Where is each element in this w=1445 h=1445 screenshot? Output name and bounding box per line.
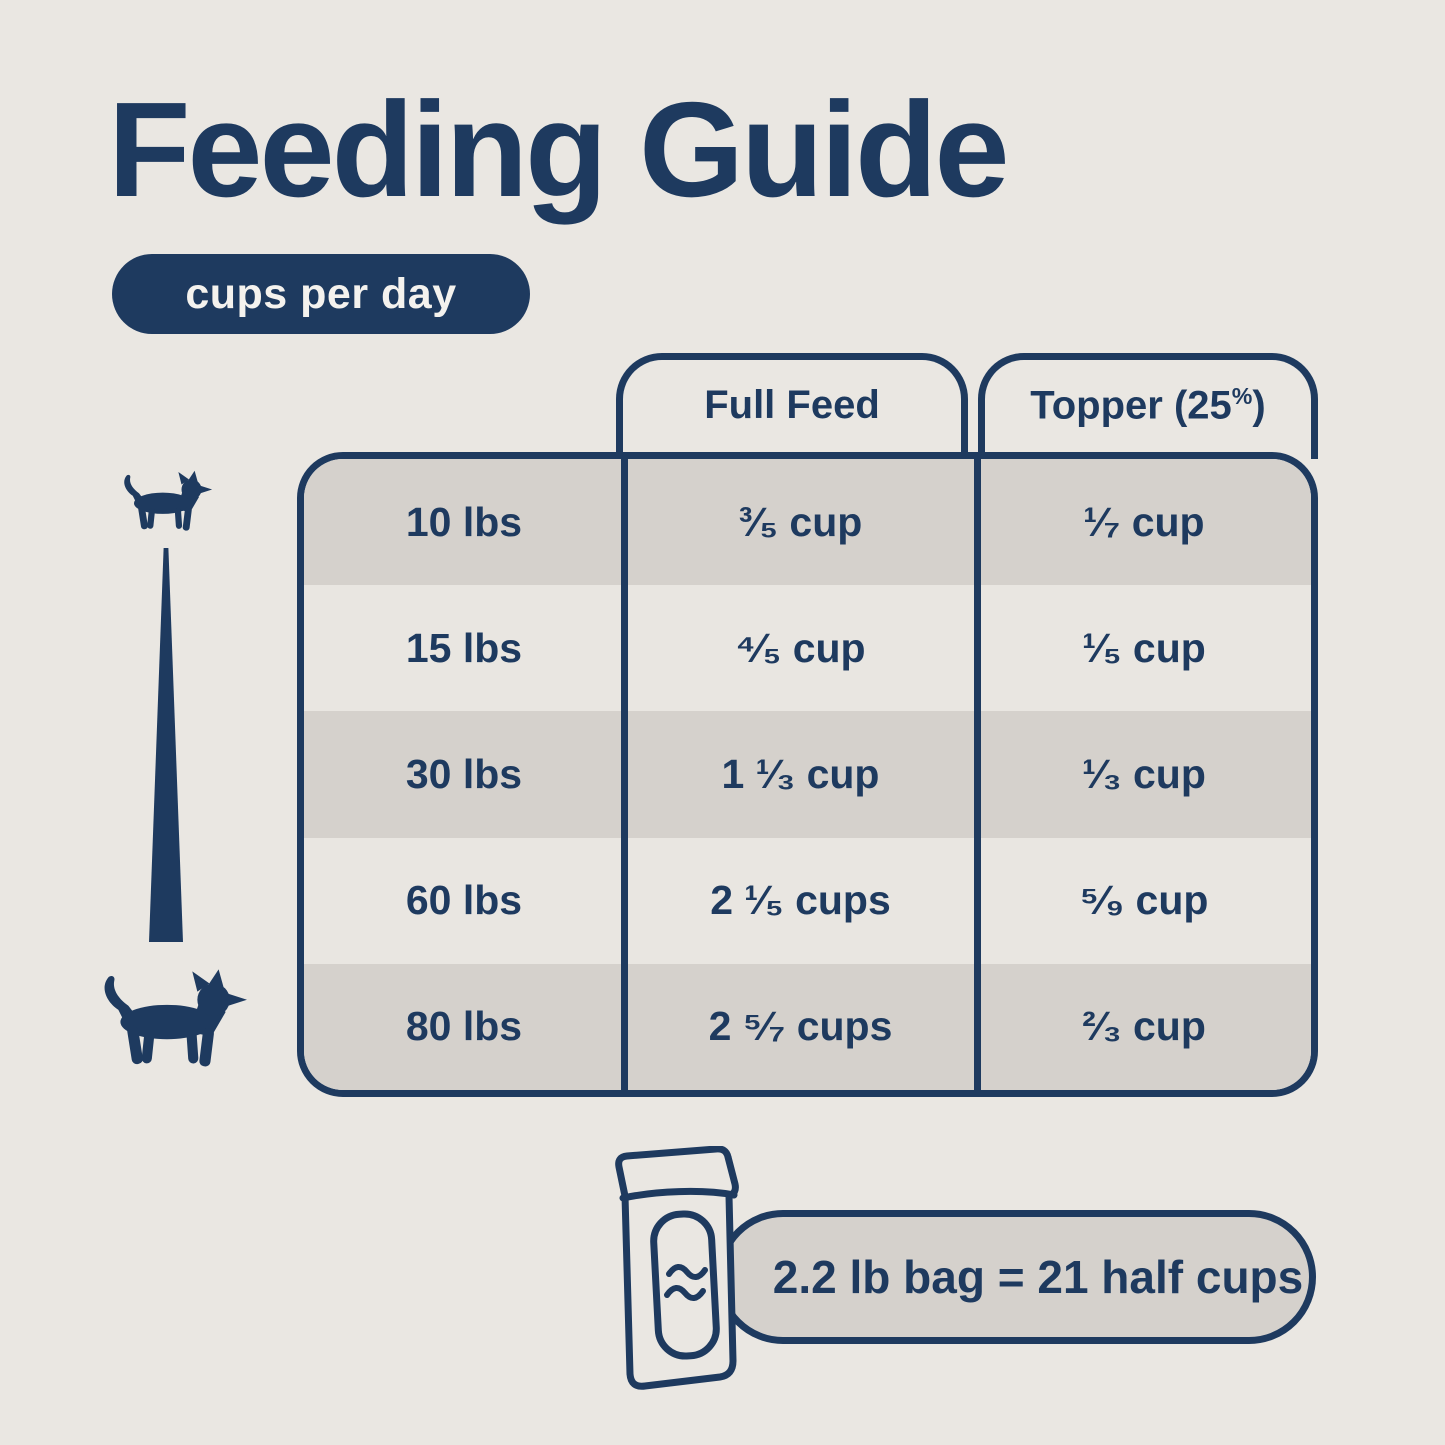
bag-yield-pill: 2.2 lb bag = 21 half cups xyxy=(716,1210,1316,1344)
column-divider xyxy=(621,459,628,1090)
table-row: 15 lbs ⁴⁄₅ cup ¹⁄₅ cup xyxy=(304,585,1311,712)
column-header-full-feed: Full Feed xyxy=(616,353,968,459)
topper-cell: ⁵⁄₉ cup xyxy=(1079,877,1209,924)
full-feed-cell: ⁴⁄₅ cup xyxy=(735,624,866,671)
column-header-topper: Topper (25%) xyxy=(978,353,1318,459)
big-dog-icon xyxy=(104,969,247,1067)
full-feed-label: Full Feed xyxy=(704,383,880,427)
size-scale-wedge xyxy=(149,548,183,942)
subtitle-pill: cups per day xyxy=(112,254,530,334)
weight-cell: 80 lbs xyxy=(405,1003,523,1050)
weight-cell: 60 lbs xyxy=(405,877,523,924)
feeding-table: 10 lbs ³⁄₅ cup ¹⁄₇ cup 15 lbs ⁴⁄₅ cup ¹⁄… xyxy=(297,452,1318,1097)
topper-cell: ²⁄₃ cup xyxy=(1082,1003,1206,1050)
column-divider xyxy=(974,459,981,1090)
topper-cell: ¹⁄₅ cup xyxy=(1082,624,1206,671)
subtitle-label: cups per day xyxy=(185,269,457,318)
dog-food-bag-icon xyxy=(615,1146,739,1390)
bag-yield-note: 2.2 lb bag = 21 half cups xyxy=(772,1251,1304,1303)
full-feed-cell: ³⁄₅ cup xyxy=(738,498,863,545)
full-feed-cell: 1 ¹⁄₃ cup xyxy=(721,751,880,797)
topper-cell: ¹⁄₃ cup xyxy=(1082,751,1206,797)
page-title: Feeding Guide xyxy=(108,74,1010,225)
feeding-table-rows: 10 lbs ³⁄₅ cup ¹⁄₇ cup 15 lbs ⁴⁄₅ cup ¹⁄… xyxy=(304,459,1311,1090)
table-row: 10 lbs ³⁄₅ cup ¹⁄₇ cup xyxy=(304,459,1311,586)
full-feed-cell: 2 ¹⁄₅ cups xyxy=(710,877,891,924)
weight-cell: 10 lbs xyxy=(405,498,523,545)
table-row: 80 lbs 2 ⁵⁄₇ cups ²⁄₃ cup xyxy=(304,963,1311,1090)
weight-cell: 30 lbs xyxy=(405,751,523,797)
small-dog-icon xyxy=(124,470,213,531)
topper-cell: ¹⁄₇ cup xyxy=(1083,498,1205,545)
table-row: 30 lbs 1 ¹⁄₃ cup ¹⁄₃ cup xyxy=(304,711,1311,838)
topper-label: Topper (25%) xyxy=(1030,382,1266,428)
weight-cell: 15 lbs xyxy=(405,624,523,671)
full-feed-cell: 2 ⁵⁄₇ cups xyxy=(708,1003,893,1050)
table-row: 60 lbs 2 ¹⁄₅ cups ⁵⁄₉ cup xyxy=(304,837,1311,964)
